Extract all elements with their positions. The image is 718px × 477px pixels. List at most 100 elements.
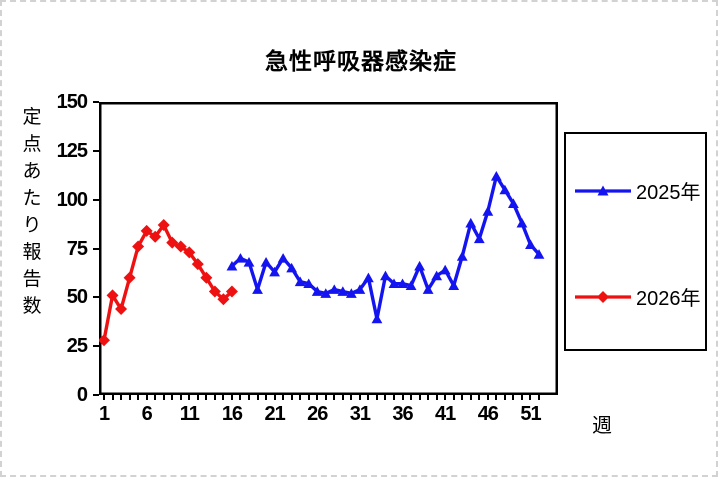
x-tick-week-43 xyxy=(461,395,464,400)
x-tick-week-47 xyxy=(495,395,498,400)
x-tick-week-7 xyxy=(154,395,157,400)
y-tick-label-150: 150 xyxy=(56,91,88,113)
data-point-2026年-w3 xyxy=(115,303,128,316)
series-line-2026年 xyxy=(102,223,234,341)
data-point-2025年-w23 xyxy=(286,262,298,273)
data-point-2026年-w7 xyxy=(149,230,162,243)
x-tick-week-42 xyxy=(452,395,455,400)
data-point-2026年-w5 xyxy=(132,240,145,253)
x-tick-week-6 xyxy=(145,395,148,400)
y-axis-title: 定点あたり報告数 xyxy=(22,107,42,317)
x-tick-week-52 xyxy=(538,395,540,400)
x-tick-week-32 xyxy=(367,395,370,400)
data-point-2025年-w26 xyxy=(311,286,323,296)
data-point-2025年-w31 xyxy=(354,284,366,294)
data-point-2025年-w29 xyxy=(337,286,349,296)
x-tick-label-1: 1 xyxy=(98,403,110,425)
x-tick-week-20 xyxy=(265,395,268,400)
x-tick-week-28 xyxy=(333,395,336,400)
series-line-2025年 xyxy=(230,174,541,321)
x-tick-week-44 xyxy=(469,395,472,400)
x-tick-week-24 xyxy=(299,395,302,400)
data-point-2025年-w43 xyxy=(456,251,468,261)
legend: 2025年 2026年 xyxy=(564,132,707,351)
x-tick-week-9 xyxy=(171,395,174,400)
y-tick-50 xyxy=(93,296,99,299)
x-tick-week-26 xyxy=(316,395,319,400)
x-axis-title: 週 xyxy=(592,415,612,437)
x-tick-week-49 xyxy=(512,395,515,400)
x-tick-week-37 xyxy=(410,395,413,400)
x-tick-week-16 xyxy=(230,395,233,400)
data-point-2026年-w15 xyxy=(217,293,230,306)
x-tick-week-12 xyxy=(196,395,199,400)
data-point-2025年-w47 xyxy=(490,171,502,181)
data-point-2025年-w21 xyxy=(269,266,280,277)
data-point-2025年-w28 xyxy=(328,284,340,294)
data-point-2025年-w25 xyxy=(303,278,315,289)
x-tick-week-45 xyxy=(478,395,481,400)
x-tick-week-46 xyxy=(486,395,489,400)
x-tick-label-6: 6 xyxy=(141,403,153,425)
data-point-2025年-w18 xyxy=(243,256,255,267)
x-tick-week-14 xyxy=(213,395,216,400)
data-point-2025年-w24 xyxy=(294,276,306,287)
x-tick-week-18 xyxy=(248,395,250,400)
data-point-2026年-w1 xyxy=(98,334,110,347)
x-tick-week-34 xyxy=(384,395,387,400)
y-tick-25 xyxy=(93,345,99,348)
data-point-2026年-w13 xyxy=(200,271,213,284)
y-tick-150 xyxy=(93,101,99,103)
x-tick-week-21 xyxy=(273,395,276,400)
x-tick-label-36: 36 xyxy=(392,403,413,425)
x-tick-week-22 xyxy=(282,395,285,400)
data-point-2026年-w14 xyxy=(208,285,221,298)
x-tick-week-10 xyxy=(179,395,182,400)
x-tick-label-21: 21 xyxy=(264,403,285,425)
x-tick-week-4 xyxy=(128,395,131,400)
y-tick-label-75: 75 xyxy=(66,237,88,260)
data-point-2025年-w40 xyxy=(431,270,443,281)
x-tick-week-17 xyxy=(239,395,242,400)
x-tick-week-19 xyxy=(256,395,259,400)
plot-area xyxy=(98,102,558,395)
data-point-2025年-w35 xyxy=(388,278,400,289)
data-point-2025年-w22 xyxy=(277,253,289,263)
x-tick-week-27 xyxy=(324,395,327,400)
x-tick-week-2 xyxy=(111,395,114,400)
data-point-2025年-w30 xyxy=(345,288,357,298)
data-point-2025年-w19 xyxy=(252,284,263,294)
data-point-2025年-w44 xyxy=(465,217,477,228)
data-point-2025年-w51 xyxy=(525,239,536,249)
data-point-2025年-w27 xyxy=(320,288,332,298)
x-tick-week-1 xyxy=(103,395,105,400)
data-point-2025年-w45 xyxy=(473,233,485,244)
legend-item-2026: 2026年 xyxy=(574,282,701,311)
data-point-2025年-w20 xyxy=(260,256,272,267)
data-point-2026年-w4 xyxy=(123,271,136,284)
y-tick-75 xyxy=(93,247,99,250)
data-point-2026年-w6 xyxy=(140,224,153,237)
x-tick-week-39 xyxy=(427,395,430,400)
data-point-2025年-w50 xyxy=(516,217,528,228)
x-tick-week-41 xyxy=(444,395,447,400)
x-tick-week-33 xyxy=(375,395,378,400)
data-point-2025年-w38 xyxy=(414,260,425,271)
x-tick-week-35 xyxy=(393,395,395,400)
legend-marker-2025-triangle-icon xyxy=(575,185,631,195)
x-tick-week-50 xyxy=(520,395,523,400)
data-point-2025年-w36 xyxy=(397,278,408,289)
y-tick-label-0: 0 xyxy=(76,384,88,406)
chart-title: 急性呼吸器感染症 xyxy=(265,48,457,74)
x-tick-label-16: 16 xyxy=(221,403,243,425)
y-tick-125 xyxy=(93,149,99,152)
data-point-2025年-w49 xyxy=(508,198,519,208)
y-tick-label-50: 50 xyxy=(66,286,88,309)
legend-item-2025: 2025年 xyxy=(574,176,701,205)
x-tick-week-15 xyxy=(222,395,225,400)
data-point-2026年-w8 xyxy=(157,219,170,232)
y-tick-100 xyxy=(93,198,99,201)
x-tick-week-5 xyxy=(137,395,140,400)
y-tick-label-125: 125 xyxy=(56,139,88,162)
